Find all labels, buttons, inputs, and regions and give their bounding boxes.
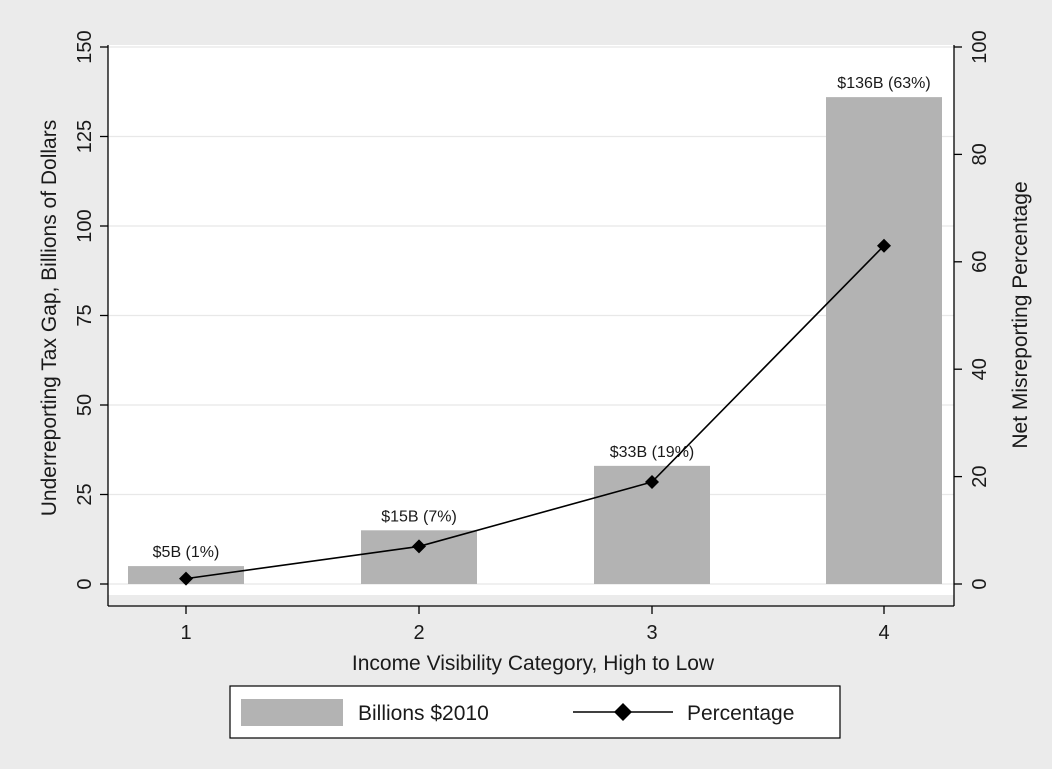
bar-value-label: $5B (1%) (153, 544, 220, 561)
y-tick-label: 50 (74, 394, 96, 416)
y-axis-right-title: Net Misreporting Percentage (1009, 181, 1032, 448)
y-tick-label: 150 (74, 30, 96, 63)
line-series (179, 238, 891, 586)
bar-series (128, 97, 942, 585)
diamond-marker (877, 238, 891, 253)
bar-labels: $5B (1%) $15B (7%) $33B (19%) $136B (63%) (153, 75, 931, 561)
x-tick-label: 2 (413, 622, 424, 644)
legend-line-label: Percentage (687, 702, 794, 725)
diamond-marker (645, 474, 659, 489)
bar-value-label: $136B (63%) (837, 75, 930, 92)
x-axis-title: Income Visibility Category, High to Low (352, 652, 715, 675)
y2-tick-label: 40 (969, 358, 991, 380)
legend-bar-swatch (241, 699, 343, 726)
legend-bar-label: Billions $2010 (358, 702, 489, 725)
y2-tick-label: 100 (969, 30, 991, 63)
diamond-marker (412, 539, 426, 554)
legend: Billions $2010 Percentage (229, 685, 841, 739)
y-tick-label: 0 (74, 578, 96, 589)
diamond-marker (179, 571, 193, 586)
bar-value-label: $15B (7%) (381, 508, 457, 525)
y-tick-label: 100 (74, 209, 96, 242)
x-tick-label: 1 (180, 622, 191, 644)
x-tick-label: 4 (878, 622, 889, 644)
y2-tick-label: 20 (969, 465, 991, 487)
y-axis-left-title: Underreporting Tax Gap, Billions of Doll… (38, 120, 61, 516)
bar (361, 530, 477, 584)
y2-tick-label: 60 (969, 251, 991, 273)
percentage-line (185, 245, 885, 580)
x-tick-label: 3 (646, 622, 657, 644)
y-tick-label: 125 (74, 120, 96, 153)
y2-tick-label: 0 (969, 578, 991, 589)
y-tick-label: 25 (74, 483, 96, 505)
bar (826, 97, 942, 585)
legend-diamond-marker (614, 703, 632, 721)
bar-value-label: $33B (19%) (610, 444, 695, 461)
y-tick-label: 75 (74, 304, 96, 326)
grid-lines (108, 46, 954, 585)
y2-tick-label: 80 (969, 143, 991, 165)
axes: 0 25 50 75 100 125 150 0 20 40 60 80 100 1 2 3 4 (74, 30, 991, 644)
